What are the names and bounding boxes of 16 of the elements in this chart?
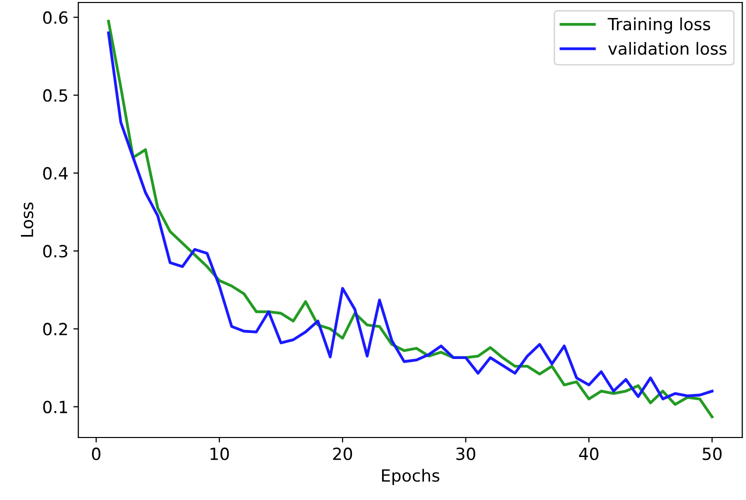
- x-tick-label: 10: [210, 448, 229, 460]
- x-tick-label: 20: [333, 448, 352, 460]
- x-axis-title: Epochs: [382, 468, 440, 486]
- x-tick-label: 50: [702, 448, 722, 460]
- y-tick-label: 0.5: [43, 89, 68, 102]
- y-axis-title: Loss: [20, 202, 34, 237]
- x-tick-label: 40: [579, 448, 598, 460]
- y-tick-label: 0.4: [43, 167, 68, 180]
- y-tick-label: 0.1: [43, 400, 68, 414]
- y-tick-label: 0.6: [43, 11, 68, 24]
- y-tick-label: 0.2: [43, 322, 67, 336]
- legend-label: Training loss: [608, 18, 710, 34]
- x-tick-label: 0: [92, 448, 100, 460]
- x-tick-label: 30: [456, 448, 476, 460]
- legend-label: validation loss: [608, 42, 726, 55]
- y-tick-label: 0.3: [43, 244, 68, 258]
